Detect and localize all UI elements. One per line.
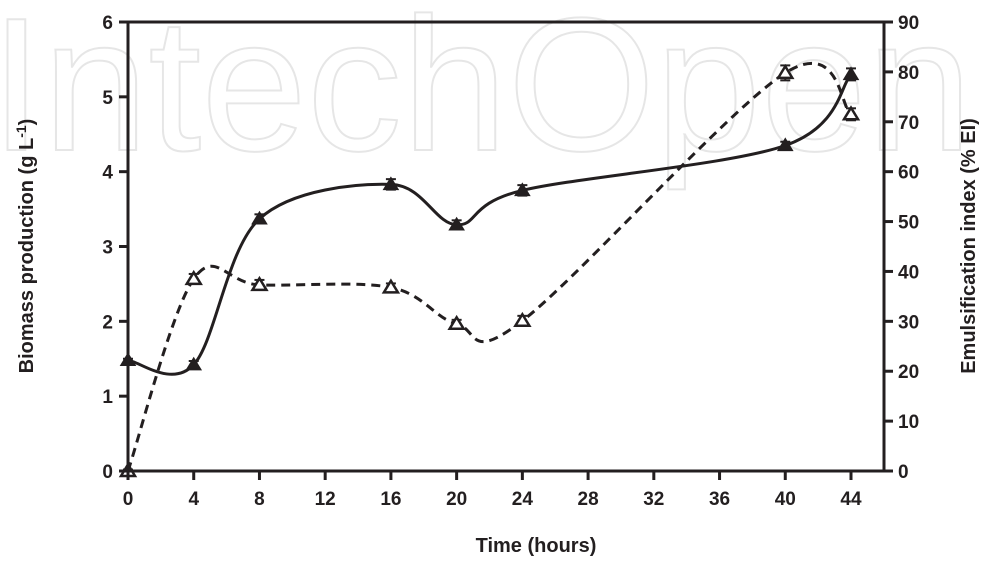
left-y-tick-label: 4: [102, 163, 113, 184]
biomass-point: [382, 176, 400, 191]
x-tick-label: 4: [188, 489, 199, 510]
biomass-point: [251, 210, 268, 225]
biomass-point: [842, 66, 860, 81]
right-y-tick-label: 20: [898, 362, 919, 383]
right-y-tick-label: 50: [898, 213, 919, 234]
right-y-tick-label: 60: [898, 163, 919, 184]
left-y-tick-label: 1: [102, 387, 113, 408]
emulsification-point: [381, 278, 401, 294]
left-y-tick-label: 2: [102, 312, 113, 333]
x-tick-label: 8: [254, 489, 265, 510]
left-y-tick-label: 5: [102, 88, 113, 109]
emulsification-point: [513, 311, 532, 328]
right-y-tick-label: 90: [898, 13, 919, 34]
x-tick-label: 20: [446, 489, 467, 510]
biomass-point: [185, 356, 203, 371]
biomass-line: [127, 73, 853, 376]
biomass-point: [776, 137, 794, 152]
right-y-tick-label: 0: [898, 462, 909, 483]
biomass-point: [448, 216, 465, 231]
left-axis-title: Biomass production (g L-1): [13, 119, 38, 374]
x-tick-label: 32: [643, 489, 664, 510]
x-tick-label: 44: [840, 489, 862, 510]
emulsification-point: [841, 105, 861, 121]
x-axis-title: Time (hours): [476, 535, 597, 557]
axes-layer: 0 4 8 12 16 20 24 28 32 36 40 440123456010203040506…: [102, 13, 919, 510]
x-tick-label: 24: [512, 489, 534, 510]
left-y-tick-label: 6: [102, 13, 113, 34]
watermark-text: IntechOpen: [0, 0, 972, 191]
right-y-tick-label: 30: [898, 312, 919, 333]
x-tick-label: 28: [578, 489, 599, 510]
left-y-tick-label: 3: [102, 238, 113, 259]
x-tick-label: 16: [380, 489, 401, 510]
emulsification-point: [447, 314, 466, 331]
emulsification-point: [184, 269, 203, 286]
right-y-tick-label: 80: [898, 63, 919, 84]
right-y-tick-label: 40: [898, 262, 919, 283]
x-tick-label: 40: [775, 489, 796, 510]
right-y-tick-label: 10: [898, 412, 919, 433]
x-tick-label: 36: [709, 489, 730, 510]
left-y-tick-label: 0: [102, 462, 113, 483]
emulsification-point: [776, 63, 795, 80]
x-tick-label: 12: [315, 489, 336, 510]
plot-layer: [118, 62, 861, 478]
right-y-tick-label: 70: [898, 113, 919, 134]
x-tick-label: 0: [123, 489, 134, 510]
emulsification-point: [250, 275, 269, 292]
right-axis-title: Emulsification index (% EI): [958, 118, 980, 374]
biomass-point: [514, 182, 531, 197]
